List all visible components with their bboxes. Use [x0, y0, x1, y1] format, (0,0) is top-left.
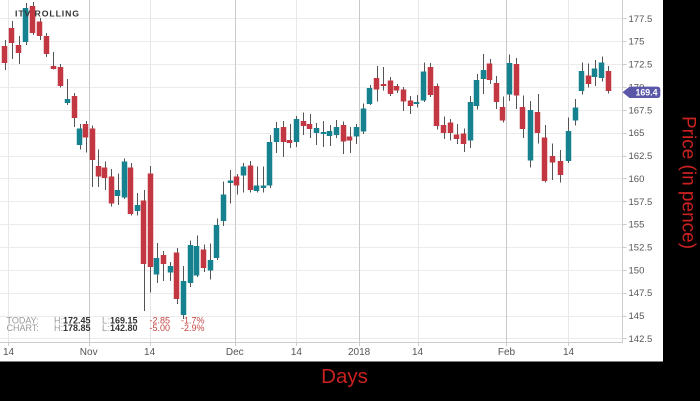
- svg-text:14: 14: [291, 347, 303, 358]
- svg-text:162.5: 162.5: [629, 151, 653, 162]
- svg-text:142.80: 142.80: [110, 323, 138, 333]
- svg-text:H:: H:: [54, 316, 63, 326]
- svg-text:Nov: Nov: [80, 347, 98, 358]
- svg-text:169.15: 169.15: [110, 316, 138, 326]
- svg-text:TODAY:: TODAY:: [7, 316, 39, 326]
- svg-text:2018: 2018: [348, 347, 371, 358]
- svg-text:Dec: Dec: [226, 347, 244, 358]
- svg-text:-2.9%: -2.9%: [181, 323, 205, 333]
- svg-text:-2.85: -2.85: [150, 316, 171, 326]
- svg-text:160: 160: [629, 174, 645, 185]
- svg-text:Days: Days: [321, 365, 368, 388]
- svg-text:145: 145: [629, 311, 645, 322]
- svg-text:CHART:: CHART:: [7, 323, 39, 333]
- svg-text:14: 14: [144, 347, 156, 358]
- svg-text:147.5: 147.5: [629, 288, 653, 299]
- svg-text:142.5: 142.5: [629, 334, 653, 345]
- svg-text:155: 155: [629, 220, 645, 231]
- svg-text:150: 150: [629, 265, 645, 276]
- svg-text:157.5: 157.5: [629, 197, 653, 208]
- svg-text:177.5: 177.5: [629, 14, 653, 25]
- svg-text:L:: L:: [102, 323, 110, 333]
- svg-text:178.85: 178.85: [63, 323, 91, 333]
- svg-text:L:: L:: [102, 316, 110, 326]
- svg-text:14: 14: [3, 347, 15, 358]
- svg-text:ITV ROLLING: ITV ROLLING: [15, 9, 80, 19]
- svg-text:165: 165: [629, 128, 645, 139]
- svg-text:-1.7%: -1.7%: [181, 316, 205, 326]
- svg-text:14: 14: [563, 347, 575, 358]
- svg-text:167.5: 167.5: [629, 105, 653, 116]
- svg-text:Price (in pence): Price (in pence): [678, 116, 699, 249]
- svg-text:172.45: 172.45: [63, 316, 91, 326]
- svg-text:14: 14: [412, 347, 424, 358]
- svg-text:Feb: Feb: [498, 347, 516, 358]
- svg-text:H:: H:: [54, 323, 63, 333]
- svg-text:-5.00: -5.00: [150, 323, 171, 333]
- svg-text:172.5: 172.5: [629, 60, 653, 71]
- svg-text:175: 175: [629, 37, 645, 48]
- svg-text:169.4: 169.4: [635, 87, 657, 97]
- svg-text:152.5: 152.5: [629, 243, 653, 254]
